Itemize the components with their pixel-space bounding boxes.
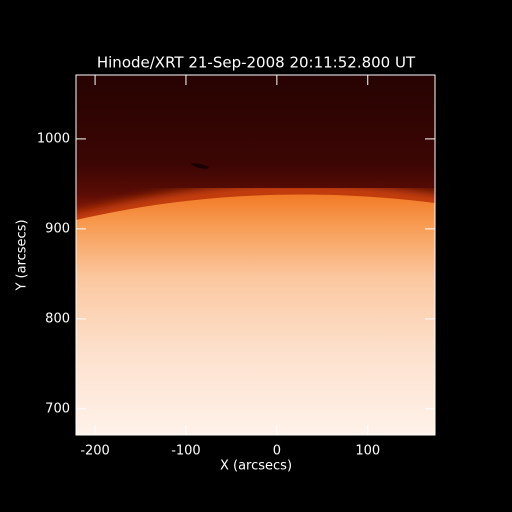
x-axis-label: X (arcsecs) bbox=[220, 459, 292, 474]
plot-frame bbox=[75, 74, 436, 436]
y-tick-label: 800 bbox=[45, 311, 70, 326]
x-tick-label: 0 bbox=[273, 444, 281, 459]
x-tick-label: -100 bbox=[171, 444, 201, 459]
y-tick-label: 900 bbox=[45, 221, 70, 236]
x-tick-label: -200 bbox=[80, 444, 110, 459]
y-tick-label: 1000 bbox=[37, 131, 70, 146]
x-tick-label: 100 bbox=[355, 444, 380, 459]
y-tick-label: 700 bbox=[45, 401, 70, 416]
chart-title: Hinode/XRT 21-Sep-2008 20:11:52.800 UT bbox=[97, 54, 416, 72]
y-axis-label: Y (arcsecs) bbox=[15, 219, 30, 291]
solar-image bbox=[76, 75, 435, 435]
